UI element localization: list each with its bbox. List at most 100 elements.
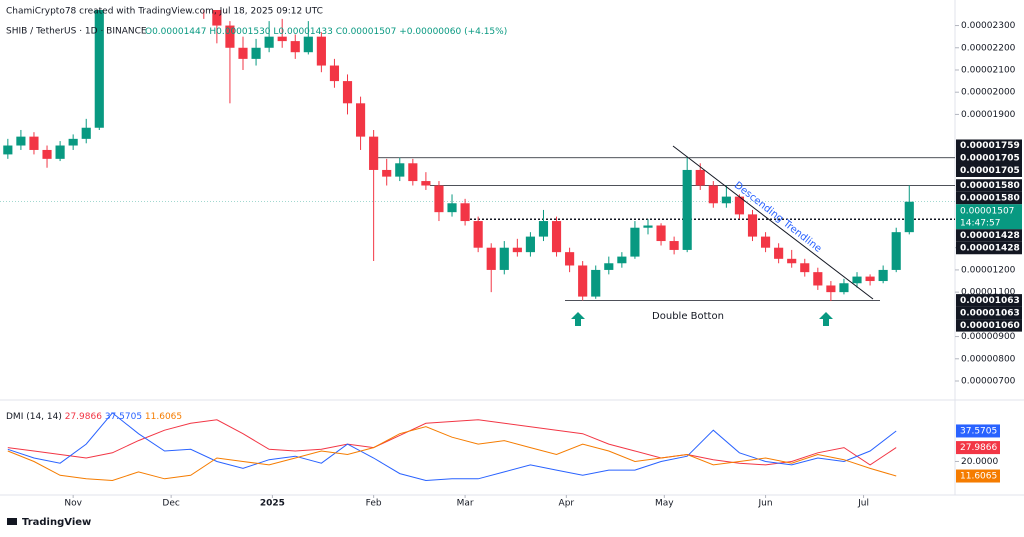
candle-body xyxy=(565,252,575,266)
y-tick-label: 0.00002300 xyxy=(961,21,1016,31)
y-tick-label: 20.0000 xyxy=(961,457,998,467)
candle-body xyxy=(747,214,758,237)
price-label: 0.00001060 xyxy=(960,321,1020,331)
legend-value: 11.6065 xyxy=(145,412,182,422)
candle-body xyxy=(277,36,287,42)
legend-value: 37.5705 xyxy=(105,412,142,422)
candle-body xyxy=(604,263,614,270)
candle-body xyxy=(760,236,771,248)
candle-body xyxy=(329,65,340,82)
candle-body xyxy=(264,36,274,48)
ohlc-legend: O0.00001447 H0.00001530 L0.00001433 C0.0… xyxy=(145,27,507,37)
candle-body xyxy=(826,285,836,293)
candle-body xyxy=(695,169,705,186)
x-tick-label: Apr xyxy=(559,499,575,509)
legend-value: +0.00000060 (+4.15%) xyxy=(399,27,507,37)
x-tick-label: Jul xyxy=(857,499,869,509)
legend-value: H0.00001530 xyxy=(209,27,270,37)
y-tick-label: 0.00000800 xyxy=(961,354,1016,364)
candle-body xyxy=(434,185,444,213)
arrow-up xyxy=(819,312,833,326)
candle-body xyxy=(473,221,483,248)
candle-body xyxy=(81,127,91,139)
price-label-box xyxy=(956,229,1022,242)
trendline xyxy=(672,145,874,300)
candle-body xyxy=(29,136,39,150)
dmi-line xyxy=(7,419,897,466)
candle-body xyxy=(16,136,26,146)
price-label-box xyxy=(956,179,1022,192)
last-value-box xyxy=(956,424,1000,438)
candle-body xyxy=(813,272,823,286)
candle-body xyxy=(551,221,562,253)
candle-body xyxy=(591,269,601,297)
x-tick-label: Dec xyxy=(162,499,179,509)
candle-body xyxy=(865,276,875,282)
candle-body xyxy=(891,232,901,270)
candle-body xyxy=(55,145,65,159)
candle-body xyxy=(669,241,679,250)
legend-value: 27.9866 xyxy=(65,412,102,422)
dmi-title: DMI (14, 14) xyxy=(6,412,62,422)
price-label: 0.00001580 xyxy=(960,194,1020,204)
candle-body xyxy=(512,247,522,253)
x-tick-label: Nov xyxy=(64,499,82,509)
candle-body xyxy=(3,145,13,155)
countdown: 14:47:57 xyxy=(960,218,1000,228)
candle-body xyxy=(734,196,745,215)
symbol: SHIB / TetherUS · 1D · BINANCE xyxy=(6,27,147,37)
candle-body xyxy=(460,203,470,222)
last-value-box xyxy=(956,469,1000,483)
annotation: Double Botton xyxy=(652,311,724,322)
y-tick-label: 0.00002000 xyxy=(961,88,1016,98)
candle-body xyxy=(708,185,718,204)
price-label-box xyxy=(956,151,1022,165)
candle-body xyxy=(617,256,627,264)
candle-body xyxy=(225,25,235,48)
candle-body xyxy=(251,47,261,59)
last-value-box xyxy=(956,441,1000,455)
dmi-line xyxy=(7,412,897,482)
last-value: 27.9866 xyxy=(960,443,997,453)
candle-body xyxy=(774,247,784,259)
price-pane xyxy=(0,10,955,302)
candle-body xyxy=(42,149,52,159)
candle-body xyxy=(656,225,666,242)
arrow-up xyxy=(571,312,585,326)
price-label-box xyxy=(956,306,1022,320)
credit: ChamiCrypto78 created with TradingView.c… xyxy=(6,7,323,17)
x-tick-label: Feb xyxy=(366,499,382,509)
logo: TradingView xyxy=(7,517,91,528)
candle-body xyxy=(839,283,849,293)
axes: 0.00002300 0.00002200 0.00002100 0.00002000… xyxy=(64,21,1022,509)
candle-body xyxy=(904,201,914,233)
candle-body xyxy=(878,269,888,282)
price-label: 0.00001428 xyxy=(960,244,1020,254)
candle-body xyxy=(787,258,797,264)
y-tick-label: 0.00000900 xyxy=(961,332,1016,342)
candle-body xyxy=(382,169,392,177)
candle-body xyxy=(356,103,366,137)
price-label: 0.00001063 xyxy=(960,296,1020,306)
candle-body xyxy=(643,225,653,228)
candle-body xyxy=(68,138,78,146)
dmi-legend: DMI (14, 14) 27.9866 37.5705 11.6065 xyxy=(6,412,182,422)
dmi-line xyxy=(7,426,897,482)
price-label: 0.00001428 xyxy=(960,231,1020,241)
y-tick-label: 0.00002100 xyxy=(961,65,1016,75)
candle-body xyxy=(630,227,640,257)
y-tick-label: 0.00001100 xyxy=(961,288,1016,298)
candle-body xyxy=(342,81,353,104)
y-tick-label: 0.00001900 xyxy=(961,110,1016,120)
y-tick-label: 0.00002200 xyxy=(961,43,1016,53)
candle-body xyxy=(212,10,222,26)
price-label: 0.00001063 xyxy=(960,308,1020,318)
last-value: 11.6065 xyxy=(960,472,997,482)
candle-body xyxy=(238,47,248,59)
candle-body xyxy=(408,163,418,182)
candle-body xyxy=(499,247,509,270)
candle-body xyxy=(94,10,104,128)
price-label: 0.00001580 xyxy=(960,181,1020,191)
price-label-box xyxy=(956,139,1022,152)
